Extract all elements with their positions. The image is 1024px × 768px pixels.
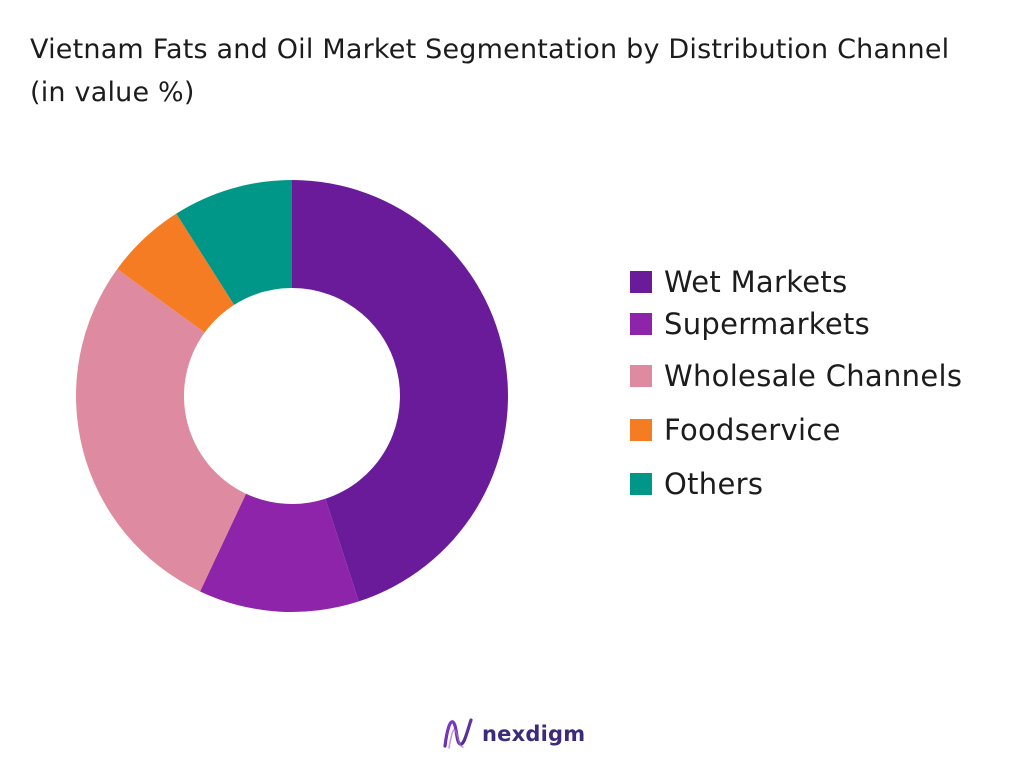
legend-label: Wholesale Channels: [664, 359, 963, 393]
slice-wet-markets: [292, 180, 509, 602]
donut-slices: [75, 180, 509, 612]
legend-swatch: [630, 365, 652, 387]
slice-wholesale-channels: [75, 269, 247, 592]
legend-swatch: [630, 313, 652, 335]
legend-item: Wet Markets: [630, 262, 848, 302]
chart-title: Vietnam Fats and Oil Market Segmentation…: [30, 34, 950, 108]
slice-others: [176, 180, 292, 305]
slice-supermarkets: [200, 493, 359, 612]
nexdigm-logo-icon: [443, 718, 473, 749]
legend-label: Wet Markets: [664, 265, 848, 299]
legend-item: Supermarkets: [630, 304, 870, 344]
legend-swatch: [630, 473, 652, 495]
slice-foodservice: [117, 213, 235, 333]
legend-item: Wholesale Channels: [630, 356, 962, 396]
legend-item: Foodservice: [630, 410, 841, 450]
legend-swatch: [630, 419, 652, 441]
brand-name: nexdigm: [482, 722, 586, 746]
legend-label: Others: [664, 467, 764, 501]
legend-label: Supermarkets: [664, 307, 871, 341]
brand-logo: nexdigm: [440, 716, 585, 752]
legend-swatch: [630, 271, 652, 293]
legend-label: Foodservice: [664, 413, 841, 447]
legend-item: Others: [630, 464, 763, 504]
